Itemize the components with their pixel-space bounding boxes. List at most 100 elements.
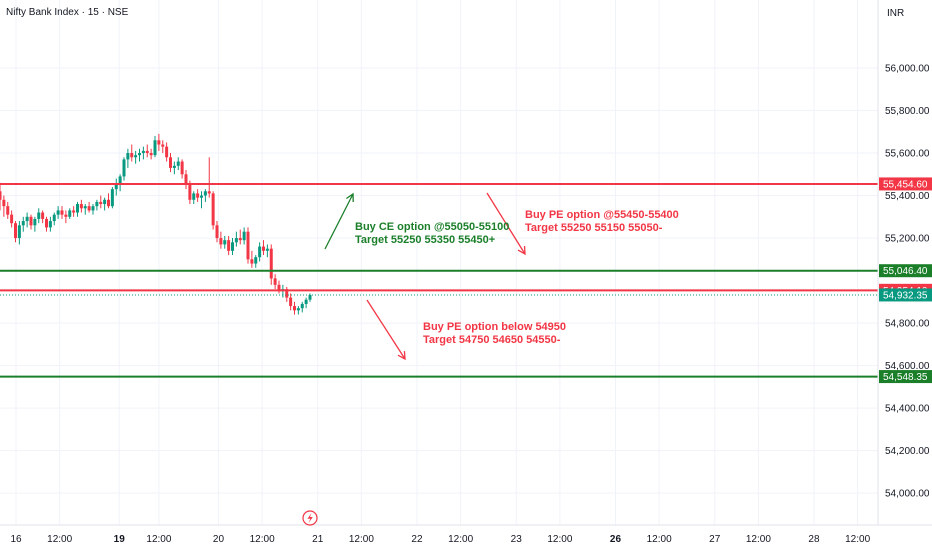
candle	[223, 235, 227, 249]
x-tick-label: 27	[709, 534, 721, 545]
candle	[211, 191, 215, 230]
candle	[161, 140, 165, 154]
candle	[126, 148, 130, 168]
candle	[110, 187, 114, 209]
candle	[52, 212, 56, 226]
x-tick-label: 12:00	[448, 534, 473, 545]
candle	[149, 148, 153, 160]
level-price-tag: 54,548.35	[879, 370, 932, 384]
candle	[118, 174, 122, 192]
trend-arrow	[324, 192, 354, 250]
candle	[87, 201, 91, 213]
candle	[207, 157, 211, 198]
price-tags: 55,454.6055,046.4054,954.1054,548.3554,9…	[879, 177, 932, 384]
candle	[242, 227, 246, 245]
candle	[176, 157, 180, 171]
candle	[227, 235, 231, 256]
svg-text:54,548.35: 54,548.35	[883, 372, 928, 383]
candle	[231, 238, 234, 256]
x-tick-label: 12:00	[647, 534, 672, 545]
candle	[234, 231, 238, 247]
candle	[2, 195, 6, 217]
candle	[262, 240, 265, 256]
candle	[64, 210, 68, 224]
candle	[0, 182, 2, 211]
candle	[79, 199, 83, 213]
horizontal-levels	[0, 182, 878, 378]
x-tick-label: 12:00	[349, 534, 374, 545]
currency-label: INR	[887, 8, 904, 19]
candle	[56, 206, 60, 219]
svg-text:54,932.35: 54,932.35	[883, 290, 928, 301]
x-tick-label: 23	[511, 534, 523, 545]
candle	[6, 201, 10, 219]
candle	[246, 227, 250, 264]
x-tick-label: 12:00	[746, 534, 771, 545]
candle	[83, 204, 87, 215]
candle	[33, 216, 37, 232]
x-tick-label: 21	[312, 534, 324, 545]
candle	[172, 161, 176, 175]
candle	[192, 191, 196, 205]
candle	[37, 208, 41, 224]
lightning-icon[interactable]	[302, 510, 318, 526]
x-tick-label: 12:00	[146, 534, 171, 545]
candle	[107, 193, 110, 209]
candle	[215, 221, 219, 243]
y-tick-label: 55,200.00	[885, 234, 930, 245]
candle	[122, 157, 126, 181]
price-axis[interactable]: 56,000.00 55,800.00 55,600.00 55,400.00 55,2…	[885, 64, 930, 500]
candle	[169, 153, 172, 173]
candle	[72, 206, 76, 217]
y-tick-label: 54,800.00	[885, 319, 930, 330]
x-tick-label: 20	[213, 534, 225, 545]
candle	[273, 274, 277, 290]
annotation-text: Buy PE option below 54950 Target 54750 54…	[423, 321, 566, 346]
candle	[289, 293, 293, 311]
y-tick-label: 55,400.00	[885, 191, 930, 202]
x-tick-label: 16	[10, 534, 22, 545]
trend-arrow	[486, 192, 526, 256]
candle	[196, 189, 200, 202]
trend-arrows	[324, 192, 526, 361]
y-tick-label: 55,800.00	[885, 106, 930, 117]
candle	[184, 170, 188, 190]
trend-arrow	[366, 299, 406, 361]
candle	[41, 210, 45, 224]
candle	[45, 216, 48, 232]
y-tick-label: 54,400.00	[885, 404, 930, 415]
candle	[138, 148, 141, 162]
y-tick-label: 56,000.00	[885, 64, 930, 75]
candle	[258, 242, 262, 262]
candle	[14, 221, 17, 243]
x-tick-label: 19	[114, 534, 126, 545]
candle	[60, 206, 64, 219]
x-tick-label: 12:00	[845, 534, 870, 545]
x-tick-label: 22	[411, 534, 423, 545]
candle	[130, 144, 134, 162]
candle	[76, 201, 79, 217]
time-axis[interactable]: 16 12:00 19 12:00 20 12:00 21 12:00 22 12:00 23 12:…	[10, 534, 870, 545]
candle	[200, 191, 203, 209]
x-tick-label: 12:00	[547, 534, 572, 545]
candle	[300, 301, 304, 313]
level-price-tag: 55,454.60	[879, 177, 932, 191]
candle	[48, 216, 52, 232]
y-tick-label: 54,600.00	[885, 361, 930, 372]
svg-text:55,454.60: 55,454.60	[883, 179, 928, 190]
x-tick-label: 12:00	[250, 534, 275, 545]
symbol-title[interactable]: Nifty Bank Index · 15 · NSE	[6, 7, 129, 18]
candle	[91, 204, 95, 215]
candle	[29, 214, 33, 230]
candle	[21, 216, 25, 232]
candle	[145, 144, 149, 158]
y-tick-label: 55,600.00	[885, 149, 930, 160]
candle	[304, 297, 308, 309]
candle	[141, 146, 145, 160]
x-tick-label: 26	[610, 534, 622, 545]
svg-text:55,046.40: 55,046.40	[883, 266, 928, 277]
candle	[180, 159, 184, 179]
candle	[265, 244, 269, 258]
